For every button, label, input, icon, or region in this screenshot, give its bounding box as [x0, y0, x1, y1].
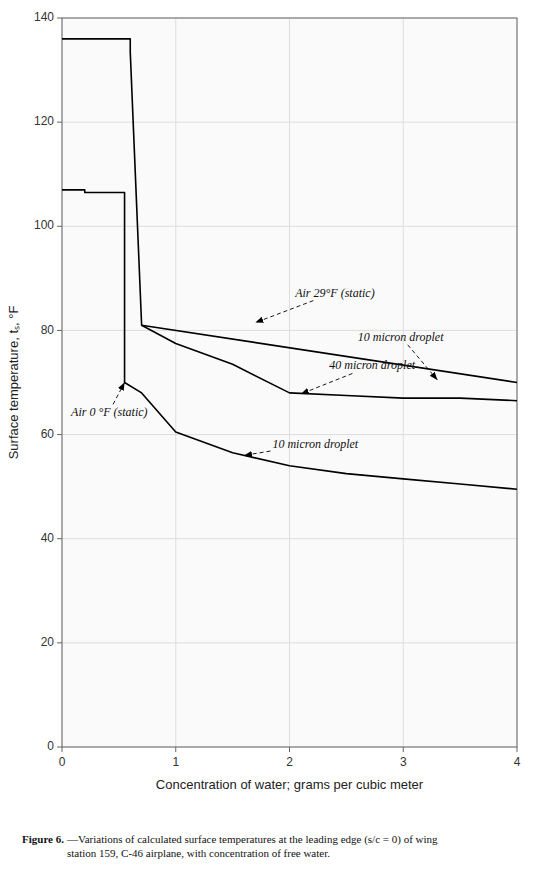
- caption-label: Figure 6.: [22, 833, 64, 845]
- x-tick-label: 3: [400, 755, 407, 769]
- annotations: Air 29°F (static) 10 micron droplet 40 mic…: [70, 286, 444, 456]
- y-tick-label: 20: [41, 635, 55, 649]
- series-line: [62, 39, 517, 383]
- y-axis-label: Surface temperature, tₛ, °F: [6, 306, 21, 460]
- chart: 01234020406080100120140Concentration of …: [0, 0, 533, 877]
- y-tick: [57, 642, 62, 643]
- grid-line-x: [289, 18, 290, 747]
- x-tick-label: 4: [514, 755, 521, 769]
- y-tick-label: 60: [41, 427, 55, 441]
- annotation-text: 10 micron droplet: [272, 437, 358, 451]
- x-tick: [403, 747, 404, 752]
- annotation-text: Air 29°F (static): [294, 286, 374, 300]
- x-tick: [517, 747, 518, 752]
- y-tick-label: 140: [34, 10, 54, 24]
- x-tick-label: 1: [172, 755, 179, 769]
- y-tick-label: 80: [41, 323, 55, 337]
- grid-line-x: [403, 18, 404, 747]
- grid-line-y: [62, 642, 517, 643]
- grid-line-y: [62, 330, 517, 331]
- y-tick-label: 0: [47, 739, 54, 753]
- grid-line-y: [62, 434, 517, 435]
- grid-line-y: [62, 122, 517, 123]
- plot-frame: [62, 18, 517, 747]
- annotation-arrow: [255, 301, 313, 323]
- y-tick: [57, 747, 62, 748]
- grid-line-y: [62, 226, 517, 227]
- annotation-arrow: [244, 451, 270, 455]
- annotation-text: 40 micron droplet: [329, 358, 415, 372]
- annotation-text: 10 micron droplet: [358, 330, 444, 344]
- series-line: [62, 190, 517, 489]
- y-tick: [57, 122, 62, 123]
- y-tick: [57, 538, 62, 539]
- series-line: [142, 325, 517, 401]
- x-tick: [62, 747, 63, 752]
- x-tick-label: 0: [59, 755, 66, 769]
- y-tick: [57, 330, 62, 331]
- y-tick: [57, 434, 62, 435]
- plot-area: [62, 18, 517, 747]
- y-tick: [57, 18, 62, 19]
- y-tick-label: 40: [41, 531, 55, 545]
- grid-line-y: [62, 538, 517, 539]
- annotation-arrow: [301, 373, 353, 393]
- x-tick: [289, 747, 290, 752]
- y-tick-label: 120: [34, 114, 54, 128]
- caption-text: —Variations of calculated surface temper…: [66, 833, 438, 859]
- grid: [62, 18, 517, 747]
- x-tick: [175, 747, 176, 752]
- annotation-text: Air 0 °F (static): [70, 405, 147, 419]
- x-axis-label: Concentration of water; grams per cubic …: [156, 777, 424, 792]
- y-tick-label: 100: [34, 218, 54, 232]
- x-tick-label: 2: [286, 755, 293, 769]
- series-group: [62, 39, 517, 489]
- y-tick: [57, 226, 62, 227]
- annotation-arrow: [113, 383, 125, 405]
- grid-line-x: [175, 18, 176, 747]
